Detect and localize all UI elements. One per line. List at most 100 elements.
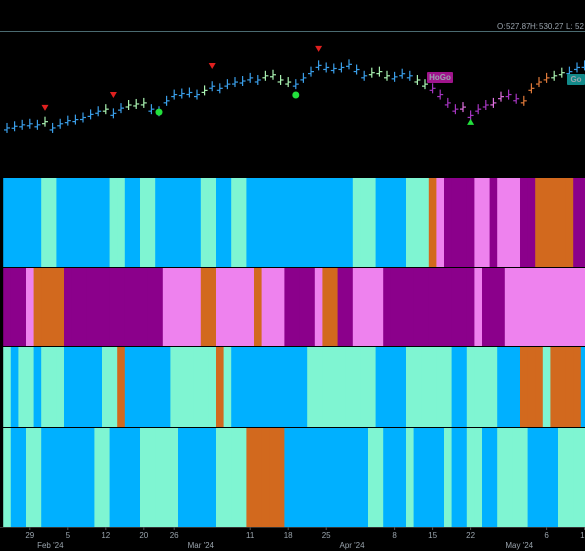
heat-cell	[71, 347, 80, 427]
price-bar	[247, 72, 254, 83]
price-bar	[285, 77, 292, 88]
heat-cell	[368, 428, 376, 527]
heat-cell	[406, 178, 414, 267]
price-bar	[300, 72, 307, 83]
signal-down	[315, 45, 323, 52]
heat-cell	[109, 178, 118, 267]
heat-cell	[436, 347, 445, 427]
heat-cell	[292, 428, 300, 527]
heat-cell	[375, 268, 384, 346]
heat-cell	[231, 428, 240, 527]
price-bar	[422, 79, 428, 90]
signal-down	[208, 62, 216, 69]
heat-cell	[193, 347, 202, 427]
heat-cell	[558, 268, 566, 346]
heat-cell	[580, 178, 585, 267]
heat-cell	[261, 268, 270, 346]
price-bar	[460, 102, 466, 113]
heat-cell	[109, 428, 118, 527]
heat-cell	[580, 428, 585, 527]
quote-value: 530.27	[539, 22, 564, 31]
heat-cell	[3, 428, 12, 527]
annotation-text: HoGo	[429, 73, 451, 82]
heat-cell	[535, 178, 544, 267]
signal-down	[41, 104, 49, 111]
heat-cell	[565, 178, 574, 267]
price-bar	[194, 89, 200, 100]
heat-cell	[208, 178, 217, 267]
heat-cell	[292, 268, 300, 346]
heat-cell	[33, 178, 42, 267]
heat-cell	[535, 268, 544, 346]
heat-cell	[124, 428, 133, 527]
heat-cell	[231, 347, 240, 427]
price-bar	[34, 119, 41, 130]
heat-cell	[550, 428, 559, 527]
heat-cell	[558, 428, 566, 527]
x-tick-label: 6	[544, 531, 549, 540]
heat-cell	[360, 178, 369, 267]
price-bar	[308, 66, 314, 77]
heat-cell	[102, 347, 110, 427]
heat-cell	[170, 347, 179, 427]
heat-cell	[86, 347, 95, 427]
heat-cell	[261, 178, 270, 267]
x-tick-label: 29	[25, 531, 34, 540]
heat-cell	[132, 428, 141, 527]
heat-cell	[94, 268, 103, 346]
heat-cell	[284, 347, 293, 427]
heat-cell	[261, 428, 270, 527]
heat-cell	[284, 178, 293, 267]
heat-cell	[489, 268, 498, 346]
heat-cell	[482, 268, 490, 346]
price-bar	[216, 83, 223, 94]
heat-cell	[79, 428, 88, 527]
heat-cell	[254, 178, 262, 267]
heat-cell	[26, 428, 34, 527]
heat-cell	[155, 347, 164, 427]
price-bar	[323, 62, 330, 73]
heat-cell	[398, 347, 407, 427]
price-bar	[4, 122, 10, 133]
heat-cell	[231, 178, 240, 267]
price-bar	[148, 104, 155, 115]
heat-cell	[162, 347, 171, 427]
heat-cell	[482, 428, 490, 527]
heat-cell	[178, 268, 186, 346]
heat-cell	[413, 347, 422, 427]
heat-cell	[33, 268, 42, 346]
price-bar	[482, 100, 489, 110]
heat-cell	[276, 268, 285, 346]
heat-cell	[48, 347, 57, 427]
heat-cell	[26, 268, 34, 346]
heat-cell	[314, 347, 323, 427]
heat-cell	[307, 178, 316, 267]
heat-cell	[383, 428, 392, 527]
heat-cell	[580, 268, 585, 346]
price-bar	[528, 83, 535, 94]
heat-cell	[307, 347, 316, 427]
heat-cell	[504, 178, 513, 267]
x-tick-label: 26	[170, 531, 179, 540]
heat-cell	[497, 347, 506, 427]
price-bar	[536, 77, 542, 88]
price-bar	[270, 69, 276, 80]
heat-cell	[124, 347, 133, 427]
price-bar	[558, 67, 565, 78]
price-bar	[437, 89, 444, 100]
heat-cell	[56, 268, 65, 346]
heat-cell	[421, 428, 430, 527]
heat-cell	[345, 268, 354, 346]
heat-cell	[314, 428, 323, 527]
heat-cell	[269, 178, 278, 267]
heat-cell	[565, 268, 574, 346]
heat-cell	[421, 178, 430, 267]
heat-cell	[185, 178, 194, 267]
heat-cell	[18, 268, 27, 346]
heat-cell	[337, 428, 346, 527]
heat-cell	[444, 268, 452, 346]
heat-cell	[254, 428, 262, 527]
heat-cell	[368, 178, 376, 267]
heat-cell	[231, 268, 240, 346]
